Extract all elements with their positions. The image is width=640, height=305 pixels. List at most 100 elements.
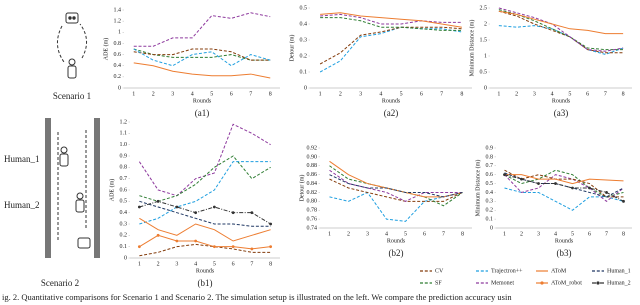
series-line bbox=[498, 10, 624, 35]
x-tick-label: 1 bbox=[319, 91, 322, 97]
series-line bbox=[498, 9, 624, 51]
series-line bbox=[133, 12, 271, 47]
series-line bbox=[504, 174, 624, 185]
y-tick-label: 0.3 bbox=[300, 37, 308, 43]
x-tick-label: 8 bbox=[461, 231, 464, 237]
y-axis-label: ADE (m) bbox=[108, 179, 115, 202]
series-marker bbox=[503, 173, 506, 177]
y-tick-label: 0.5 bbox=[480, 69, 488, 75]
series-marker bbox=[571, 186, 574, 190]
series-line bbox=[504, 169, 624, 198]
series-line bbox=[319, 26, 462, 65]
series-marker bbox=[175, 239, 179, 243]
y-axis-label: Detour (m) bbox=[288, 35, 295, 62]
x-axis-label: Rounds bbox=[193, 98, 212, 104]
x-tick-label: 5 bbox=[568, 91, 571, 97]
x-tick-label: 2 bbox=[152, 91, 155, 97]
y-tick-label: 1.4 bbox=[114, 7, 122, 13]
x-tick-label: 7 bbox=[604, 91, 607, 97]
series-marker bbox=[554, 182, 557, 185]
x-tick-label: 7 bbox=[250, 261, 253, 267]
x-tick-label: 5 bbox=[571, 231, 574, 237]
y-tick-label: 1 bbox=[484, 53, 487, 59]
legend-label: CV bbox=[435, 268, 444, 274]
subplot-label: (a2) bbox=[384, 108, 399, 118]
human-body bbox=[59, 153, 69, 167]
y-tick-label: 0 bbox=[124, 255, 127, 261]
series-line bbox=[139, 155, 271, 202]
series-line bbox=[138, 123, 271, 197]
y-tick-label: 2.5 bbox=[480, 5, 488, 11]
series-marker bbox=[605, 191, 608, 194]
x-tick-label: 8 bbox=[622, 231, 625, 237]
series-marker bbox=[250, 211, 254, 215]
series-marker bbox=[250, 247, 254, 251]
series-line bbox=[320, 12, 462, 28]
y-tick-label: 0.88 bbox=[307, 163, 318, 169]
x-tick-label: 7 bbox=[605, 231, 608, 237]
x-tick-label: 3 bbox=[175, 261, 178, 267]
y-tick-label: 0.86 bbox=[307, 172, 318, 178]
scenario-1-diagram bbox=[57, 12, 87, 79]
subplot-label: (b1) bbox=[198, 278, 213, 288]
subplot-label: (a3) bbox=[554, 108, 569, 118]
series-line bbox=[319, 26, 462, 73]
y-tick-label: 1.2 bbox=[120, 119, 128, 125]
series-marker bbox=[212, 245, 216, 249]
x-tick-label: 7 bbox=[249, 91, 252, 97]
x-tick-label: 1 bbox=[503, 231, 506, 237]
robot-eye bbox=[72, 16, 76, 20]
x-tick-label: 3 bbox=[537, 231, 540, 237]
x-tick-label: 5 bbox=[404, 231, 407, 237]
arrow bbox=[79, 23, 87, 59]
human-head bbox=[60, 146, 68, 154]
human-body bbox=[67, 65, 77, 79]
series-line bbox=[498, 10, 624, 54]
y-tick-label: 0.82 bbox=[307, 190, 318, 196]
series-marker bbox=[212, 205, 216, 209]
series-marker bbox=[231, 245, 235, 249]
y-axis-label: Minimum Distance (m) bbox=[474, 160, 481, 217]
wall bbox=[94, 118, 100, 258]
x-tick-label: 3 bbox=[533, 91, 536, 97]
series-marker bbox=[137, 205, 141, 209]
x-tick-label: 3 bbox=[359, 91, 362, 97]
series-line bbox=[329, 178, 463, 202]
subplot-label: (a1) bbox=[195, 108, 210, 118]
x-tick-label: 3 bbox=[366, 231, 369, 237]
y-tick-label: 0.6 bbox=[486, 172, 494, 178]
x-tick-label: 2 bbox=[157, 261, 160, 267]
x-axis-label: Rounds bbox=[382, 98, 401, 104]
y-tick-label: 0.9 bbox=[120, 153, 128, 159]
y-tick-label: 1.2 bbox=[114, 19, 122, 25]
x-tick-label: 4 bbox=[191, 91, 194, 97]
human-head bbox=[68, 58, 76, 66]
x-axis-label: Rounds bbox=[552, 98, 571, 104]
x-tick-label: 1 bbox=[138, 261, 141, 267]
x-tick-label: 7 bbox=[442, 231, 445, 237]
x-tick-label: 2 bbox=[347, 231, 350, 237]
legend-label: SF bbox=[435, 280, 442, 286]
subplot-label: (b3) bbox=[557, 248, 572, 258]
series-line bbox=[504, 169, 624, 198]
x-tick-label: 3 bbox=[171, 91, 174, 97]
x-tick-label: 8 bbox=[622, 91, 625, 97]
y-axis-label: Minimum Distance (m) bbox=[468, 20, 475, 77]
x-tick-label: 5 bbox=[210, 91, 213, 97]
series-marker bbox=[622, 199, 625, 203]
y-tick-label: 0.9 bbox=[486, 145, 494, 151]
y-tick-label: 0.6 bbox=[120, 187, 128, 193]
series-line bbox=[133, 62, 271, 79]
human-label: Human_2 bbox=[4, 200, 40, 210]
series-marker bbox=[269, 222, 273, 226]
y-axis-label: Detour (m) bbox=[298, 175, 305, 202]
legend-label: Human_2 bbox=[607, 280, 631, 286]
series-line bbox=[498, 25, 624, 55]
arrow bbox=[57, 25, 65, 63]
y-tick-label: 0.80 bbox=[307, 199, 318, 205]
y-tick-label: 0 bbox=[304, 85, 307, 91]
legend-marker bbox=[540, 281, 544, 285]
x-tick-label: 7 bbox=[440, 91, 443, 97]
y-tick-label: 0.2 bbox=[486, 208, 494, 214]
series-line bbox=[329, 191, 463, 222]
